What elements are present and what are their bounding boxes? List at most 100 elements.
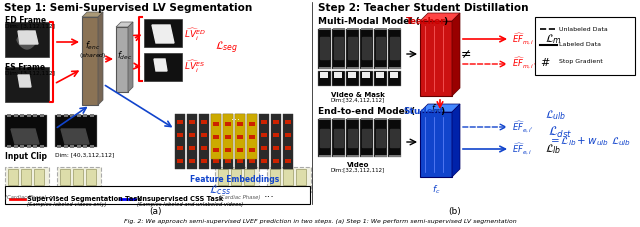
Polygon shape bbox=[320, 38, 329, 60]
Text: ): ) bbox=[440, 106, 444, 116]
Bar bbox=[225, 146, 231, 150]
Bar bbox=[346, 30, 359, 70]
Polygon shape bbox=[362, 129, 371, 147]
Bar bbox=[332, 72, 345, 87]
Bar bbox=[535, 18, 635, 76]
Text: $\widehat{EF}_{e,i}$: $\widehat{EF}_{e,i}$ bbox=[512, 141, 532, 156]
Bar bbox=[13, 114, 17, 118]
Bar bbox=[70, 114, 74, 118]
Bar bbox=[325, 155, 328, 157]
Bar bbox=[328, 155, 330, 157]
Bar bbox=[339, 155, 342, 157]
Bar bbox=[374, 72, 387, 87]
Bar bbox=[392, 67, 394, 70]
Bar bbox=[347, 118, 349, 121]
Bar bbox=[374, 30, 387, 70]
Bar bbox=[213, 122, 219, 126]
Bar bbox=[201, 159, 207, 163]
Bar bbox=[319, 155, 321, 157]
Bar bbox=[364, 28, 367, 31]
Bar bbox=[339, 67, 342, 70]
Text: $\widehat{EF}_{m,i}$: $\widehat{EF}_{m,i}$ bbox=[512, 32, 534, 46]
Bar bbox=[21, 169, 31, 185]
Bar bbox=[199, 114, 209, 169]
Bar bbox=[360, 72, 373, 87]
Bar bbox=[328, 67, 330, 70]
Text: $\mathcal{L}_{css}$: $\mathcal{L}_{css}$ bbox=[209, 182, 231, 196]
Polygon shape bbox=[18, 76, 31, 88]
Text: Video: Video bbox=[347, 161, 369, 167]
Bar bbox=[389, 155, 392, 157]
Bar bbox=[336, 67, 339, 70]
Bar bbox=[8, 169, 18, 185]
Bar bbox=[218, 169, 228, 185]
Bar bbox=[398, 118, 401, 121]
Text: $\#$: $\#$ bbox=[540, 56, 550, 68]
Text: (Cardiac Phase): (Cardiac Phase) bbox=[5, 194, 47, 199]
Bar bbox=[144, 20, 182, 48]
Bar bbox=[356, 28, 358, 31]
Text: (a): (a) bbox=[148, 206, 161, 215]
Text: $\widehat{EF}_{m,i^\prime}$: $\widehat{EF}_{m,i^\prime}$ bbox=[512, 55, 536, 70]
Bar bbox=[40, 114, 44, 118]
Bar bbox=[389, 67, 392, 70]
Bar bbox=[356, 67, 358, 70]
Text: $f_{dec}$: $f_{dec}$ bbox=[117, 49, 132, 62]
Bar bbox=[339, 28, 342, 31]
Bar bbox=[375, 67, 378, 70]
Text: $(shared)$: $(shared)$ bbox=[79, 51, 107, 60]
Text: ES Frame: ES Frame bbox=[5, 63, 45, 72]
Bar bbox=[375, 28, 378, 31]
Bar bbox=[20, 145, 24, 148]
Polygon shape bbox=[376, 38, 385, 60]
Bar bbox=[5, 167, 49, 192]
Bar bbox=[332, 119, 345, 157]
Bar bbox=[360, 119, 373, 157]
Bar bbox=[347, 28, 349, 31]
Text: $= \mathcal{L}_{lb} + w_{ulb}\ \mathcal{L}_{ulb}$: $= \mathcal{L}_{lb} + w_{ulb}\ \mathcal{… bbox=[548, 135, 631, 148]
Bar bbox=[420, 113, 452, 177]
Bar bbox=[189, 121, 195, 124]
Text: ): ) bbox=[443, 17, 447, 26]
Text: Dim:[32,3,112,112]: Dim:[32,3,112,112] bbox=[331, 166, 385, 171]
Bar bbox=[333, 67, 335, 70]
Bar bbox=[364, 67, 367, 70]
Bar bbox=[86, 169, 96, 185]
Bar bbox=[213, 146, 219, 150]
Bar bbox=[235, 114, 245, 159]
Polygon shape bbox=[452, 14, 460, 96]
Bar bbox=[249, 159, 255, 163]
Bar bbox=[384, 67, 387, 70]
Bar bbox=[384, 28, 387, 31]
Bar bbox=[189, 133, 195, 137]
Text: Step 1: Semi-Supervised LV Segmentation: Step 1: Semi-Supervised LV Segmentation bbox=[4, 3, 252, 13]
Bar bbox=[215, 167, 259, 192]
Bar bbox=[60, 169, 70, 185]
Bar bbox=[356, 118, 358, 121]
Bar bbox=[378, 28, 381, 31]
Bar bbox=[201, 133, 207, 137]
Bar bbox=[244, 169, 254, 185]
Bar bbox=[271, 114, 281, 169]
Text: Teacher: Teacher bbox=[406, 17, 445, 26]
Text: $\mathcal{L}_m$: $\mathcal{L}_m$ bbox=[545, 32, 562, 46]
Text: $\mathcal{L}_{dst}$: $\mathcal{L}_{dst}$ bbox=[548, 124, 573, 139]
Bar bbox=[353, 28, 355, 31]
Text: ...: ... bbox=[264, 188, 275, 198]
Bar bbox=[336, 118, 339, 121]
Bar bbox=[237, 135, 243, 139]
Bar bbox=[384, 118, 387, 121]
Bar bbox=[70, 145, 74, 148]
Bar bbox=[350, 155, 353, 157]
Bar bbox=[346, 119, 359, 157]
Bar bbox=[334, 73, 342, 79]
Polygon shape bbox=[420, 14, 460, 22]
Bar bbox=[318, 30, 331, 70]
Text: ED Frame: ED Frame bbox=[5, 16, 46, 25]
Bar bbox=[273, 159, 279, 163]
Text: Dim: [3,112,112]: Dim: [3,112,112] bbox=[5, 23, 55, 28]
Text: ...: ... bbox=[49, 188, 60, 198]
Bar bbox=[367, 155, 369, 157]
Bar bbox=[285, 133, 291, 137]
Bar bbox=[259, 114, 269, 169]
